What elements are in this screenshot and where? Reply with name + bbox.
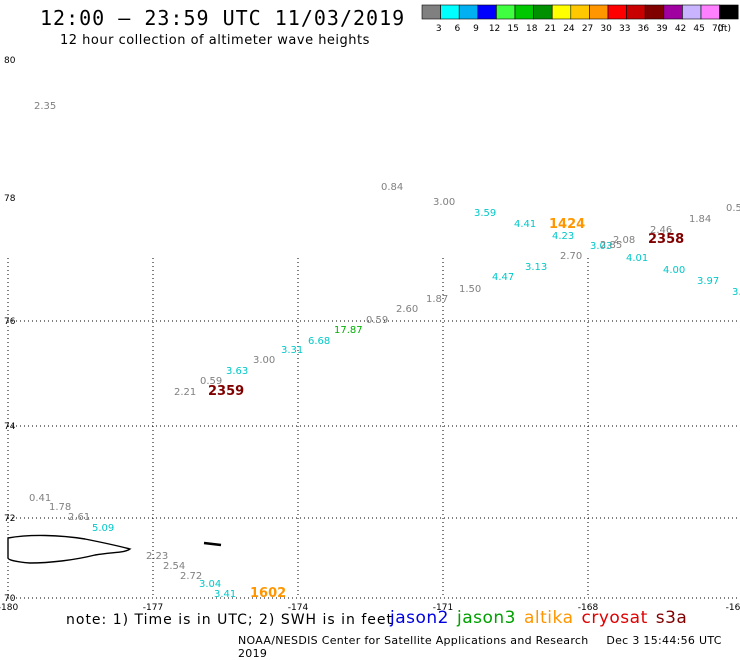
wave-height-label: 3.13 [525,262,547,273]
wave-height-observations: 2.350.843.003.594.41 14244.231.840.52.462… [29,101,740,601]
latitude-tick-label: 72 [4,514,15,524]
color-scale-label: 21 [545,24,556,34]
wave-height-label: 2.85 [600,240,622,251]
wave-height-label: 2.08 [613,235,635,246]
satellite-legend-altika: altika [524,608,574,628]
color-scale-label: 3 [436,24,442,34]
lat-lon-grid [7,258,740,599]
color-scale-label: 70 [712,24,724,34]
color-scale-label: 30 [600,24,612,34]
color-scale-legend: 3 6 9 12 15 18 21 24 27 30 33 36 39 42 45 70(ft) [421,4,739,34]
longitude-tick-label: -180 [0,603,18,613]
latitude-tick-label: 78 [4,194,16,204]
wave-height-label: 2.70 [560,251,582,262]
wave-height-label: 5.09 [92,523,114,534]
longitude-labels: -180 -177 -174 -171 -168 -16 [0,603,740,613]
observation-time-label: 1602 [250,586,286,601]
wave-height-label: 0.59 [366,315,388,326]
wave-height-label: 2.21 [174,387,196,398]
color-scale-label: 27 [582,24,593,34]
wave-height-label: 3.00 [253,355,275,366]
wave-height-label: 3.41 [214,589,236,600]
wave-height-label: 4.47 [492,272,514,283]
longitude-tick-label: -16 [726,603,740,613]
longitude-tick-label: -174 [288,603,309,613]
color-scale-label: 18 [526,24,538,34]
wave-height-label: 2.46 [650,225,672,236]
satellite-legend: jason2 jason3 altika cryosat s3a [390,608,695,628]
wave-height-label: 4.01 [626,253,648,264]
wave-height-label: 4.23 [552,231,574,242]
wave-height-label: 0.59 [200,376,222,387]
latitude-tick-label: 70 [4,594,16,604]
color-scale-unit: (ft) [717,24,731,34]
color-scale-label: 15 [507,24,518,34]
wave-height-label: 0.41 [29,493,51,504]
latitude-tick-label: 74 [4,422,16,432]
latitude-labels: 80 78 76 74 72 70 [4,56,16,604]
wave-height-label: 3. [732,287,740,298]
wave-height-label: 3.03 [590,241,612,252]
latitude-tick-label: 76 [4,317,16,327]
color-scale-label: 9 [473,24,479,34]
wave-height-label: 3.31 [281,345,303,356]
wave-height-label: 2.72 [180,571,202,582]
coastline [7,534,132,564]
wave-height-label: 2.61 [68,512,90,523]
observation-time-label: 1424 [549,217,585,232]
map-subtitle: 12 hour collection of altimeter wave hei… [60,33,370,48]
color-scale-label: 45 [693,24,704,34]
longitude-tick-label: -171 [433,603,453,613]
wave-height-label: 4.00 [663,265,685,276]
units-note: note: 1) Time is in UTC; 2) SWH is in fe… [66,612,394,628]
credit-line: NOAA/NESDIS Center for Satellite Applica… [238,634,740,660]
color-scale-label: 12 [489,24,500,34]
color-scale-label: 33 [619,24,630,34]
wave-height-label: 6.68 [308,336,330,347]
land-outline [7,534,222,564]
wave-height-label: 4.41 [514,219,536,230]
wave-height-label: 1.78 [49,502,71,513]
satellite-legend-jason3: jason3 [457,608,516,628]
wave-height-label: 3.04 [199,579,221,590]
color-scale-label: 36 [638,24,650,34]
wave-height-label: 17.87 [334,325,363,336]
wave-height-label: 1.87 [426,294,448,305]
credit-text: NOAA/NESDIS Center for Satellite Applica… [238,634,589,647]
color-scale-label: 39 [656,24,668,34]
wave-height-label: 2.54 [163,561,185,572]
wave-height-label: 2.23 [146,551,168,562]
wave-height-label: 2.60 [396,304,418,315]
wave-height-label: 3.97 [697,276,719,287]
longitude-tick-label: -168 [578,603,599,613]
color-scale-label: 6 [454,24,460,34]
color-swatch [719,4,739,20]
wave-height-label: 1.50 [459,284,481,295]
color-scale-label: 42 [675,24,686,34]
island [203,541,222,547]
wave-height-label: 3.59 [474,208,496,219]
wave-height-label: 2.35 [34,101,56,112]
latitude-tick-label: 80 [4,56,16,66]
color-scale-label: 24 [563,24,575,34]
satellite-legend-s3a: s3a [655,608,688,628]
longitude-tick-label: -177 [143,603,163,613]
satellite-legend-jason2: jason2 [390,608,449,628]
wave-height-label: 3.63 [226,366,248,377]
map-title: 12:00 – 23:59 UTC 11/03/2019 [40,6,406,30]
observation-time-label: 2358 [648,232,684,247]
satellite-legend-cryosat: cryosat [581,608,648,628]
wave-height-label: 1.84 [689,214,711,225]
wave-height-label: 3.00 [433,197,455,208]
wave-height-label: 0.5 [726,203,740,214]
wave-height-label: 0.84 [381,182,403,193]
observation-time-label: 2359 [208,384,244,399]
